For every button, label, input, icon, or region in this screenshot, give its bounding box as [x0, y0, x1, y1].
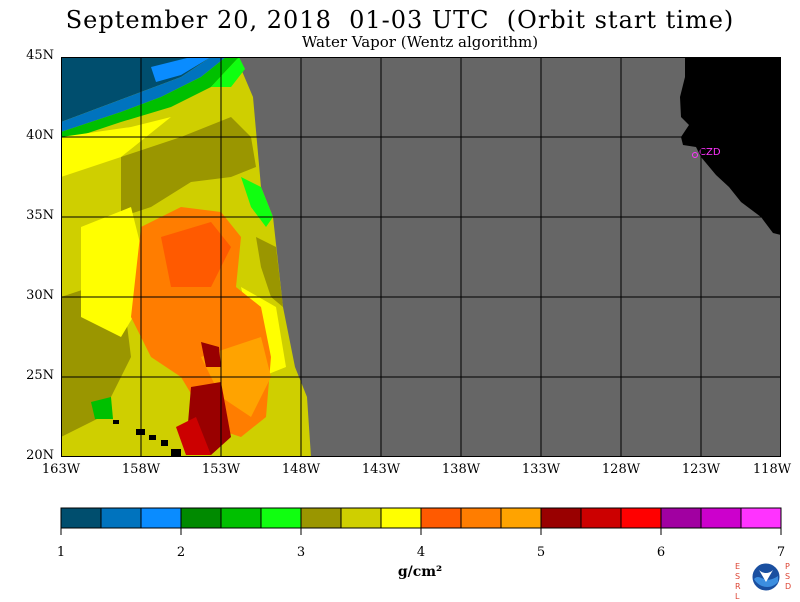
colorbar-swatch: [700, 507, 742, 529]
longitude-label: 148W: [281, 462, 321, 477]
longitude-label: 153W: [201, 462, 241, 477]
swath-olive-1: [121, 117, 256, 217]
land-california: [680, 57, 781, 235]
colorbar-swatch: [460, 507, 502, 529]
latitude-label: 35N: [26, 208, 54, 223]
longitude-label: 158W: [121, 462, 161, 477]
swath-green-edge: [211, 57, 245, 87]
colorbar: [60, 507, 782, 535]
colorbar-swatch: [340, 507, 382, 529]
longitude-label: 133W: [521, 462, 561, 477]
swath-yellow-1: [61, 117, 171, 177]
longitude-label: 123W: [681, 462, 721, 477]
colorbar-swatch: [140, 507, 182, 529]
colorbar-tick-label: 6: [656, 545, 666, 560]
colorbar-swatch: [420, 507, 462, 529]
map-frame: [61, 57, 781, 457]
colorbar-swatch: [660, 507, 702, 529]
colorbar-swatch: [380, 507, 422, 529]
page-subtitle: Water Vapor (Wentz algorithm): [301, 33, 539, 51]
water-vapor-map: CZD: [61, 57, 781, 457]
colorbar-swatch: [580, 507, 622, 529]
swath-green-speck: [91, 397, 113, 419]
colorbar-swatch: [100, 507, 142, 529]
graticule: [61, 57, 781, 457]
colorbar-swatch: [220, 507, 262, 529]
latitude-label: 25N: [26, 368, 54, 383]
latitude-label: 40N: [26, 128, 54, 143]
swath-green-band: [61, 57, 239, 142]
page-title: September 20, 2018 01-03 UTC (Orbit star…: [65, 6, 735, 34]
swath-red-orange: [161, 222, 231, 287]
station-label: CZD: [699, 147, 721, 158]
colorbar-swatch: [60, 507, 102, 529]
colorbar-swatch: [540, 507, 582, 529]
swath-olive-3: [256, 237, 283, 307]
noaa-emblem-icon: [751, 562, 781, 592]
units-label: g/cm²: [397, 564, 443, 580]
colorbar-tick-label: 5: [536, 545, 546, 560]
latitude-label: 30N: [26, 288, 54, 303]
colorbar-swatch: [260, 507, 302, 529]
longitude-label: 138W: [441, 462, 481, 477]
latitude-label: 45N: [26, 48, 54, 63]
latitude-label: 20N: [26, 448, 54, 463]
colorbar-tick-label: 2: [176, 545, 186, 560]
colorbar-tick-label: 3: [296, 545, 306, 560]
colorbar-swatch: [300, 507, 342, 529]
colorbar-tick-label: 7: [776, 545, 786, 560]
colorbar-swatch: [740, 507, 782, 529]
colorbar-tick-label: 1: [56, 545, 66, 560]
swath-blue: [61, 57, 226, 132]
swath-light-blue: [151, 57, 211, 82]
colorbar-swatch: [180, 507, 222, 529]
colorbar-swatch: [620, 507, 662, 529]
colorbar-swatch: [500, 507, 542, 529]
swath-red: [176, 417, 211, 455]
colorbar-tick-label: 4: [416, 545, 426, 560]
swath-dark-red-1: [201, 342, 221, 367]
longitude-label: 143W: [361, 462, 401, 477]
swath-green-east: [241, 177, 273, 227]
station-marker: [692, 152, 698, 158]
longitude-label: 163W: [41, 462, 81, 477]
longitude-label: 118W: [752, 462, 792, 477]
longitude-label: 128W: [601, 462, 641, 477]
